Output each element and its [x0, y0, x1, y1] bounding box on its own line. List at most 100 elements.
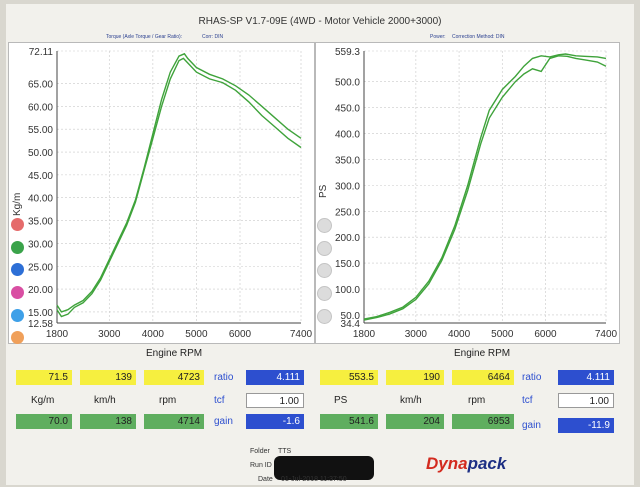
torque-rpm-unit: rpm: [159, 395, 177, 406]
torque-xlabel: Engine RPM: [146, 348, 203, 359]
power-xlabel: Engine RPM: [454, 348, 511, 359]
y-tick-label: 45.00: [28, 171, 53, 182]
y-tick-label: 300.0: [335, 181, 360, 192]
x-tick-label: 4000: [448, 329, 471, 340]
power-speed-unit: km/h: [400, 395, 422, 406]
y-tick-label: 60.00: [28, 102, 53, 113]
y-tick-label: 200.0: [335, 233, 360, 244]
power-ratio-value: 4.111: [558, 370, 614, 385]
y-tick-label: 50.0: [341, 311, 361, 322]
trace-toggle-4[interactable]: [317, 286, 332, 301]
torque-peak-speed: 139: [80, 370, 136, 385]
torque-gain-value: -1.6: [246, 414, 304, 429]
date-value: 01-Jul-2018 11:37:50: [281, 476, 347, 483]
torque-tcf-label: tcf: [214, 395, 225, 406]
torque-tcf-value: 1.00: [246, 393, 304, 408]
series-line-2: [363, 53, 607, 320]
blue-marker-icon[interactable]: [11, 263, 24, 276]
x-tick-label: 7400: [290, 329, 313, 340]
y-tick-label: 50.00: [28, 148, 53, 159]
power-peak-value: 553.5: [320, 370, 378, 385]
power-chart: 1800 3000 4000 5000 6000 7400 559.3 500.0 450.0 4…: [335, 47, 618, 340]
trace-toggle-3[interactable]: [317, 263, 332, 278]
y-tick-label: 55.00: [28, 125, 53, 136]
series-line-1: [363, 55, 607, 321]
y-tick-label: 65.00: [28, 79, 53, 90]
power-gain-value: -11.9: [558, 418, 614, 433]
y-tick-label: 30.00: [28, 239, 53, 250]
torque-peak-value: 71.5: [16, 370, 72, 385]
x-tick-label: 3000: [98, 329, 121, 340]
y-tick-label: 350.0: [335, 155, 360, 166]
y-tick-label: 20.00: [28, 285, 53, 296]
torque-speed-unit: km/h: [94, 395, 116, 406]
trace-toggle-1[interactable]: [317, 218, 332, 233]
power-peak-rpm: 6464: [452, 370, 514, 385]
orange-marker-icon[interactable]: [11, 331, 24, 344]
torque-subtitle: Torque (Axle Torque / Gear Ratio):: [106, 34, 183, 40]
redaction-block: [274, 456, 374, 480]
red-marker-icon[interactable]: [11, 218, 24, 231]
power-tcf-value: 1.00: [558, 393, 614, 408]
torque-unit: Kg/m: [31, 395, 55, 406]
x-tick-label: 5000: [491, 329, 514, 340]
torque-gain-label: gain: [214, 416, 233, 427]
power-run2-rpm: 6953: [452, 414, 514, 429]
x-tick-label: 3000: [405, 329, 428, 340]
power-panel: 1800 3000 4000 5000 6000 7400 559.3 500.0 450.0 4…: [315, 42, 620, 344]
y-tick-label: 450.0: [335, 104, 360, 115]
x-tick-label: 4000: [142, 329, 165, 340]
power-correction: Correction Method: DIN: [452, 34, 505, 40]
run-id-label: Run ID: [250, 462, 272, 469]
y-tick-label: 250.0: [335, 207, 360, 218]
series-line-2: [56, 52, 302, 313]
date-label: Date: [258, 476, 273, 483]
power-run2-speed: 204: [386, 414, 444, 429]
power-ratio-label: ratio: [522, 372, 542, 383]
y-tick-label: 25.00: [28, 262, 53, 273]
torque-ylabel: Kg/m: [12, 192, 23, 216]
y-tick-label: 100.0: [335, 285, 360, 296]
torque-ratio-value: 4.111: [246, 370, 304, 385]
torque-chart: 1800 3000 4000 5000 6000 7400 72.11 65.00 60.00 5…: [28, 47, 313, 340]
folder-value: TTS: [278, 448, 292, 455]
power-tcf-label: tcf: [522, 395, 533, 406]
y-tick-label: 34.4: [341, 319, 361, 330]
torque-panel: 1800 3000 4000 5000 6000 7400 72.11 65.00 60.00 5…: [8, 42, 315, 344]
torque-ratio-label: ratio: [214, 372, 234, 383]
power-gain-label: gain: [522, 420, 541, 431]
dynapack-logo: Dynapack: [426, 454, 507, 473]
folder-label: Folder: [250, 448, 270, 455]
series-line-1: [56, 57, 302, 318]
x-tick-label: 5000: [185, 329, 208, 340]
y-tick-label: 400.0: [335, 130, 360, 141]
y-tick-label: 72.11: [29, 47, 54, 58]
trace-toggle-5[interactable]: [317, 309, 332, 324]
torque-run2-rpm: 4714: [144, 414, 204, 429]
y-tick-label: 35.00: [28, 217, 53, 228]
dyno-sheet: RHAS-SP V1.7-09E (4WD - Motor Vehicle 20…: [6, 4, 634, 485]
y-tick-label: 559.3: [335, 47, 360, 58]
y-tick-label: 150.0: [335, 259, 360, 270]
power-peak-speed: 190: [386, 370, 444, 385]
torque-run2-speed: 138: [80, 414, 136, 429]
power-subtitle: Power:: [430, 34, 446, 40]
power-unit: PS: [334, 395, 348, 406]
y-tick-label: 500.0: [335, 78, 360, 89]
torque-run2-value: 70.0: [16, 414, 72, 429]
power-rpm-unit: rpm: [468, 395, 486, 406]
cyan-marker-icon[interactable]: [11, 309, 24, 322]
torque-correction: Corr: DIN: [202, 34, 224, 40]
power-run2-value: 541.6: [320, 414, 378, 429]
y-tick-label: 12.58: [28, 319, 53, 330]
power-ylabel: PS: [318, 184, 329, 198]
torque-peak-rpm: 4723: [144, 370, 204, 385]
y-tick-label: 40.00: [28, 194, 53, 205]
x-tick-label: 6000: [229, 329, 252, 340]
x-tick-label: 1800: [353, 329, 376, 340]
y-tick-label: 15.00: [28, 308, 53, 319]
green-marker-icon[interactable]: [11, 241, 24, 254]
trace-toggle-2[interactable]: [317, 241, 332, 256]
pink-marker-icon[interactable]: [11, 286, 24, 299]
x-tick-label: 1800: [46, 329, 69, 340]
